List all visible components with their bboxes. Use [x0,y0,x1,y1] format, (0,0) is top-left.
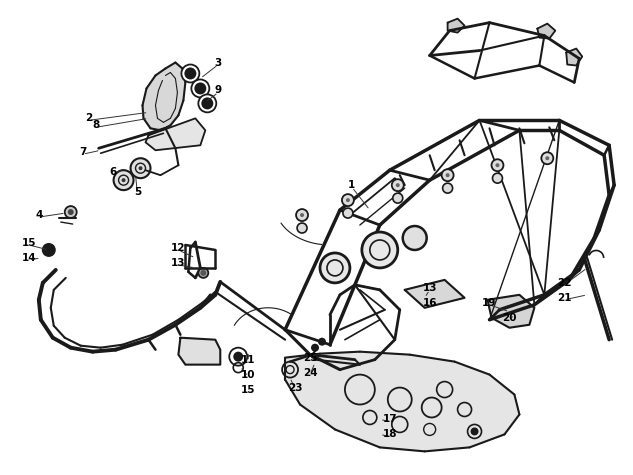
Text: 24: 24 [303,368,317,378]
Text: 14: 14 [22,253,36,263]
Polygon shape [179,338,220,365]
Text: 6: 6 [109,167,116,177]
Circle shape [496,163,499,167]
Circle shape [470,428,479,436]
Text: 23: 23 [288,382,303,392]
Circle shape [113,170,134,190]
Circle shape [362,232,398,268]
Circle shape [297,223,307,233]
Circle shape [492,173,503,183]
Circle shape [318,338,326,346]
Text: 16: 16 [422,298,437,308]
Text: 12: 12 [171,243,185,253]
Text: 21: 21 [557,293,572,303]
Text: 13: 13 [422,283,437,293]
Circle shape [200,270,206,276]
Circle shape [392,179,404,191]
Circle shape [122,178,125,182]
Text: 20: 20 [502,313,517,323]
Text: 15: 15 [22,238,36,248]
Text: 5: 5 [134,187,141,197]
Text: 4: 4 [35,210,42,220]
Text: 13: 13 [171,258,185,268]
Text: 2: 2 [85,114,92,124]
Text: 10: 10 [241,370,256,380]
Circle shape [392,193,403,203]
Polygon shape [142,63,185,130]
Circle shape [198,95,216,113]
Circle shape [396,183,400,187]
Circle shape [42,243,56,257]
Circle shape [403,226,427,250]
Text: 7: 7 [79,147,86,157]
Polygon shape [537,24,555,38]
Text: 25: 25 [303,352,317,362]
Polygon shape [487,295,534,328]
Circle shape [198,268,208,278]
Text: 1: 1 [348,180,356,190]
Circle shape [194,83,206,95]
Circle shape [233,352,243,361]
Circle shape [446,173,449,177]
Text: 19: 19 [482,298,497,308]
Circle shape [311,344,319,352]
Circle shape [130,158,151,178]
Text: 8: 8 [92,120,99,130]
Circle shape [296,209,308,221]
Text: 3: 3 [215,57,222,67]
Circle shape [191,79,210,97]
Circle shape [65,206,77,218]
Polygon shape [448,19,465,33]
Circle shape [139,166,142,170]
Circle shape [541,152,553,164]
Polygon shape [146,118,205,150]
Circle shape [343,208,353,218]
Text: 11: 11 [241,355,256,365]
Circle shape [346,198,350,202]
Circle shape [68,209,73,215]
Text: 9: 9 [215,86,222,95]
Text: 15: 15 [241,385,256,395]
Text: 22: 22 [557,278,572,288]
Circle shape [184,67,196,79]
Text: 18: 18 [382,429,397,439]
Circle shape [320,253,350,283]
Text: 17: 17 [382,415,397,425]
Polygon shape [567,48,582,66]
Circle shape [182,65,199,83]
Circle shape [491,159,503,171]
Circle shape [300,213,304,217]
Circle shape [442,183,453,193]
Polygon shape [285,352,520,451]
Polygon shape [404,280,465,308]
Circle shape [442,169,454,181]
Circle shape [201,97,213,109]
Circle shape [545,156,549,160]
Circle shape [342,194,354,206]
